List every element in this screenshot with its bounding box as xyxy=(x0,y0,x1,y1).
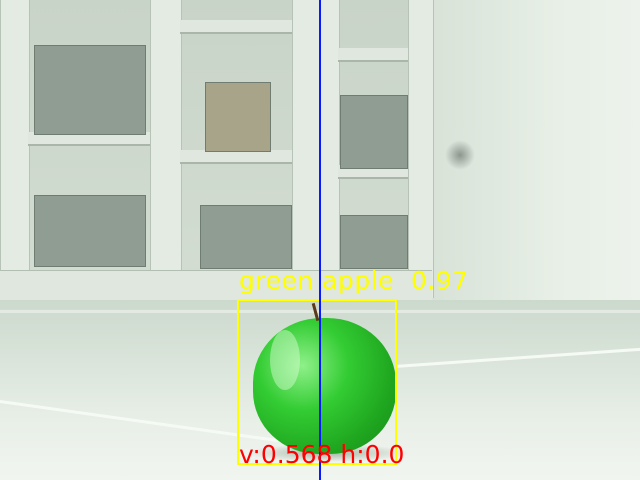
shelf xyxy=(180,20,292,34)
storage-bin xyxy=(340,215,408,269)
shelf xyxy=(180,150,292,164)
cabinet-post xyxy=(0,0,30,298)
h-label: h: xyxy=(340,440,365,469)
storage-bin xyxy=(200,205,292,269)
cabinet-post xyxy=(150,0,182,298)
glass-cabinet xyxy=(0,0,434,301)
detection-score: 0.97 xyxy=(410,266,469,295)
center-crosshair-line xyxy=(319,0,321,480)
shelf xyxy=(28,132,150,146)
green-apple xyxy=(253,318,396,454)
v-value: 0.568 xyxy=(260,440,333,469)
cabinet-post xyxy=(408,0,434,298)
bag-item xyxy=(205,82,271,152)
cabinet-plinth xyxy=(0,270,432,301)
h-value: 0.0 xyxy=(364,440,405,469)
storage-bin xyxy=(34,195,146,267)
storage-bin xyxy=(34,45,146,135)
storage-bin xyxy=(340,95,408,169)
v-label: v: xyxy=(239,440,261,469)
detection-bounding-box xyxy=(237,299,397,465)
detection-class: green apple xyxy=(239,266,395,295)
detection-label: green apple 0.97 xyxy=(239,266,469,295)
apple-highlight xyxy=(270,330,300,390)
cabinet-post xyxy=(292,0,340,298)
wall-smudge xyxy=(445,140,475,170)
position-readout: v:0.568 h:0.0 xyxy=(239,440,404,469)
shelf xyxy=(338,48,408,62)
floor-grout-line xyxy=(394,347,640,368)
